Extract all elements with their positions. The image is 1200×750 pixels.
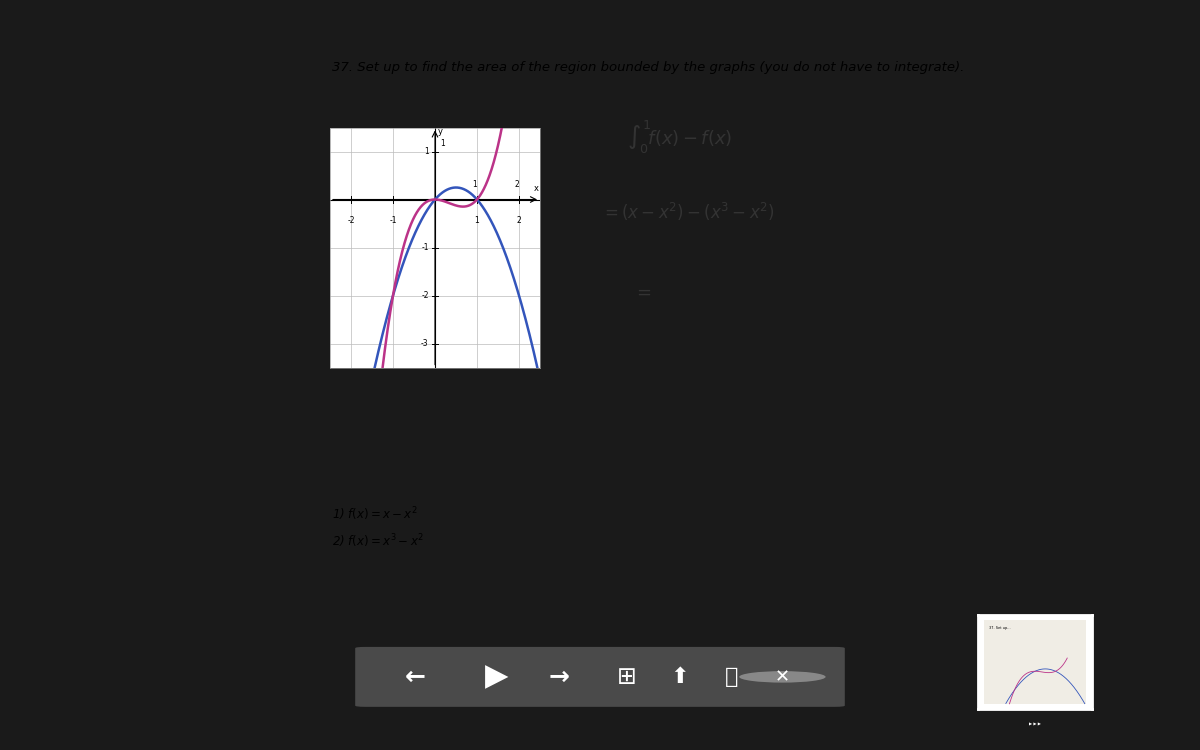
Text: ←: ← bbox=[404, 665, 426, 688]
Text: 1) $f(x)=x-x^2$: 1) $f(x)=x-x^2$ bbox=[331, 505, 418, 523]
Text: y: y bbox=[438, 127, 443, 136]
Text: ⊞: ⊞ bbox=[617, 665, 636, 688]
Text: ▶ ▶ ▶: ▶ ▶ ▶ bbox=[1030, 722, 1040, 727]
Text: ⤢: ⤢ bbox=[725, 667, 739, 687]
Text: 1: 1 bbox=[475, 216, 479, 225]
Text: -2: -2 bbox=[421, 291, 428, 300]
Text: -1: -1 bbox=[421, 243, 428, 252]
Text: ✕: ✕ bbox=[775, 668, 790, 686]
Text: 37. Set up...: 37. Set up... bbox=[989, 626, 1012, 630]
Text: 37. Set up to find the area of the region bounded by the graphs (you do not have: 37. Set up to find the area of the regio… bbox=[331, 62, 964, 74]
Text: $\int_0^1\!f(x)-f(x)$: $\int_0^1\!f(x)-f(x)$ bbox=[628, 119, 732, 157]
Text: 1: 1 bbox=[424, 147, 428, 156]
FancyBboxPatch shape bbox=[355, 647, 845, 706]
Text: x: x bbox=[534, 184, 539, 194]
Text: 2) $f(x)=x^3-x^2$: 2) $f(x)=x^3-x^2$ bbox=[331, 532, 424, 550]
Text: 2: 2 bbox=[515, 180, 520, 189]
Text: $= (x-x^2)-(x^3-x^2)$: $= (x-x^2)-(x^3-x^2)$ bbox=[601, 201, 775, 223]
Text: 1: 1 bbox=[473, 180, 478, 189]
Text: →: → bbox=[548, 665, 570, 688]
Text: -3: -3 bbox=[421, 339, 428, 348]
Text: ⬆: ⬆ bbox=[670, 667, 689, 687]
Text: $=$: $=$ bbox=[634, 284, 652, 302]
Circle shape bbox=[739, 671, 826, 682]
Text: ▶: ▶ bbox=[485, 662, 509, 692]
Text: -1: -1 bbox=[389, 216, 397, 225]
Text: -2: -2 bbox=[347, 216, 355, 225]
Text: 2: 2 bbox=[517, 216, 521, 225]
Text: 1: 1 bbox=[440, 139, 445, 148]
